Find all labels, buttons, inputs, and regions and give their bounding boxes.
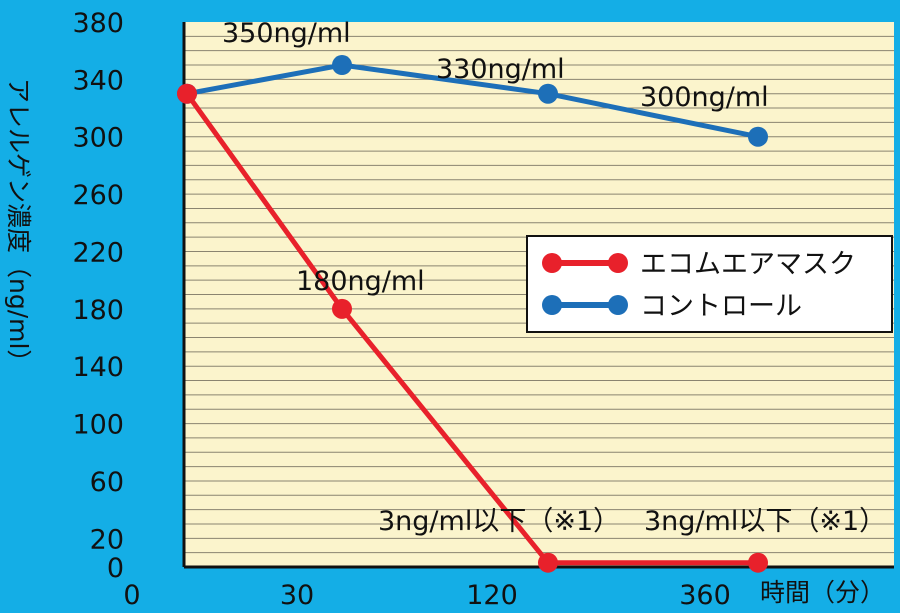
- y-tick-label: 180: [72, 295, 124, 326]
- annotations: 350ng/ml 330ng/ml 300ng/ml 180ng/ml 3ng/ml以下…: [222, 18, 886, 537]
- legend-swatch-marker: [608, 253, 628, 273]
- x-tick-label: 30: [280, 580, 314, 611]
- y-tick-label: 0: [107, 553, 124, 584]
- y-tick-label: 60: [90, 467, 124, 498]
- x-axis-label: 時間（分）: [760, 578, 885, 607]
- y-tick-labels: 380 340 300 260 220 180 140 100 60 200: [72, 8, 124, 584]
- data-label: 330ng/ml: [436, 54, 565, 85]
- y-tick-label: 380: [72, 8, 124, 39]
- legend-swatch-marker: [542, 253, 562, 273]
- y-tick-label: 300: [72, 123, 124, 154]
- legend-label: エコムエアマスク: [640, 249, 856, 280]
- y-tick-label: 140: [72, 352, 124, 383]
- data-point: [332, 298, 352, 319]
- legend-label: コントロール: [640, 291, 802, 322]
- data-point: [177, 83, 197, 104]
- x-tick-label: 120: [466, 580, 518, 611]
- series-line: [186, 62, 759, 140]
- data-point: [538, 552, 558, 573]
- y-axis-label: アレルゲン濃度（ng/ml）: [4, 78, 33, 374]
- data-label: 3ng/ml以下（※1）: [378, 506, 620, 537]
- data-point: [538, 83, 558, 104]
- x-tick-label: 360: [679, 580, 731, 611]
- series-group: [177, 55, 768, 573]
- data-label: 350ng/ml: [222, 18, 351, 49]
- y-tick-label: 220: [72, 237, 124, 268]
- x-tick-labels: 0 30 120 360: [123, 580, 730, 611]
- data-point: [748, 552, 768, 573]
- data-label: 180ng/ml: [296, 266, 425, 297]
- legend-box: [526, 235, 893, 333]
- y-tick-label: 20: [90, 524, 124, 555]
- data-point: [748, 126, 768, 147]
- y-tick-label: 340: [72, 65, 124, 96]
- data-label: 3ng/ml以下（※1）: [644, 506, 886, 537]
- data-point: [332, 55, 352, 76]
- y-tick-label: 100: [72, 410, 124, 441]
- data-label: 300ng/ml: [640, 82, 769, 113]
- legend-swatch-marker: [608, 295, 628, 315]
- series-line: [184, 92, 758, 566]
- legend-swatch-marker: [542, 295, 562, 315]
- y-tick-label: 260: [72, 180, 124, 211]
- x-tick-label: 0: [123, 580, 140, 611]
